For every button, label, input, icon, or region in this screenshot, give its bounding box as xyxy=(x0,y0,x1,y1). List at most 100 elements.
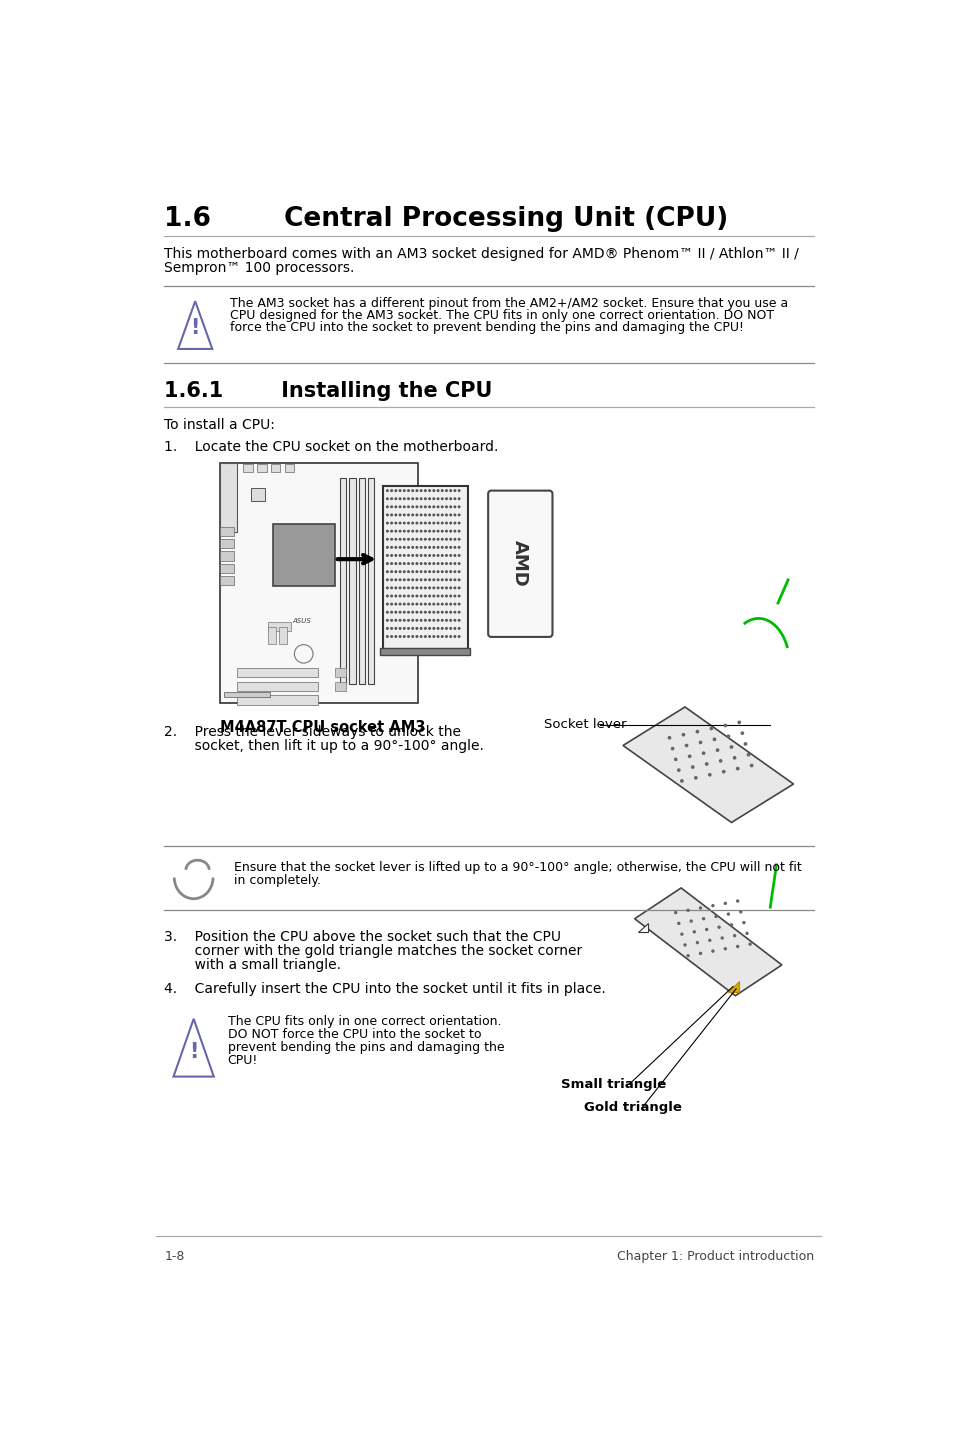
Circle shape xyxy=(395,596,396,597)
Circle shape xyxy=(433,579,435,580)
Text: 1-8: 1-8 xyxy=(164,1250,184,1263)
Circle shape xyxy=(714,915,717,918)
Circle shape xyxy=(420,603,421,604)
Circle shape xyxy=(719,760,721,762)
Circle shape xyxy=(416,530,417,531)
Circle shape xyxy=(750,765,752,766)
Circle shape xyxy=(407,547,409,548)
Circle shape xyxy=(454,627,456,629)
Circle shape xyxy=(407,596,409,597)
Circle shape xyxy=(454,636,456,637)
Circle shape xyxy=(454,514,456,516)
Circle shape xyxy=(696,942,698,944)
Circle shape xyxy=(705,928,707,931)
Circle shape xyxy=(681,733,684,736)
Circle shape xyxy=(709,727,712,730)
Circle shape xyxy=(457,505,459,507)
Text: 1.6.1        Installing the CPU: 1.6.1 Installing the CPU xyxy=(164,381,492,401)
Bar xyxy=(335,682,346,690)
Circle shape xyxy=(424,554,426,556)
Circle shape xyxy=(677,769,679,772)
Circle shape xyxy=(391,547,392,548)
Circle shape xyxy=(445,636,447,637)
Circle shape xyxy=(424,563,426,564)
Circle shape xyxy=(433,505,435,507)
Circle shape xyxy=(403,627,405,629)
Circle shape xyxy=(420,627,421,629)
Circle shape xyxy=(454,498,456,500)
Bar xyxy=(220,527,233,536)
Circle shape xyxy=(420,596,421,597)
Circle shape xyxy=(399,603,400,604)
Circle shape xyxy=(445,554,447,556)
Circle shape xyxy=(386,563,388,564)
Circle shape xyxy=(407,538,409,540)
Circle shape xyxy=(386,498,388,500)
Circle shape xyxy=(395,587,396,589)
Bar xyxy=(251,487,265,501)
Circle shape xyxy=(412,547,413,548)
Text: 1.    Locate the CPU socket on the motherboard.: 1. Locate the CPU socket on the motherbo… xyxy=(164,440,498,454)
Circle shape xyxy=(441,523,442,524)
Circle shape xyxy=(428,611,430,613)
Circle shape xyxy=(386,611,388,613)
Text: To install a CPU:: To install a CPU: xyxy=(164,418,274,432)
Circle shape xyxy=(420,547,421,548)
Circle shape xyxy=(403,498,405,500)
Text: force the CPU into the socket to prevent bending the pins and damaging the CPU!: force the CPU into the socket to prevent… xyxy=(230,321,743,334)
Circle shape xyxy=(457,620,459,621)
Circle shape xyxy=(699,906,700,909)
Circle shape xyxy=(407,523,409,524)
Circle shape xyxy=(416,611,417,613)
Circle shape xyxy=(726,914,729,915)
Circle shape xyxy=(433,523,435,524)
Circle shape xyxy=(436,538,438,540)
Text: corner with the gold triangle matches the socket corner: corner with the gold triangle matches th… xyxy=(164,944,582,958)
Circle shape xyxy=(407,530,409,531)
Circle shape xyxy=(683,944,685,947)
Bar xyxy=(220,538,233,548)
Circle shape xyxy=(428,554,430,556)
Text: Small triangle: Small triangle xyxy=(560,1078,665,1091)
Circle shape xyxy=(412,498,413,500)
Circle shape xyxy=(742,922,744,924)
Text: socket, then lift it up to a 90°-100° angle.: socket, then lift it up to a 90°-100° an… xyxy=(164,739,483,753)
Text: The CPU fits only in one correct orientation.: The CPU fits only in one correct orienta… xyxy=(228,1015,500,1028)
Circle shape xyxy=(407,579,409,580)
Circle shape xyxy=(391,514,392,516)
Circle shape xyxy=(424,596,426,597)
Text: 3.    Position the CPU above the socket such that the CPU: 3. Position the CPU above the socket suc… xyxy=(164,931,560,944)
Circle shape xyxy=(391,505,392,507)
Circle shape xyxy=(395,627,396,629)
Circle shape xyxy=(395,611,396,613)
Circle shape xyxy=(399,636,400,637)
Circle shape xyxy=(395,514,396,516)
Circle shape xyxy=(428,498,430,500)
Circle shape xyxy=(403,636,405,637)
Circle shape xyxy=(436,603,438,604)
Circle shape xyxy=(407,603,409,604)
Circle shape xyxy=(395,636,396,637)
Circle shape xyxy=(407,490,409,491)
Circle shape xyxy=(386,636,388,637)
Circle shape xyxy=(428,563,430,564)
Circle shape xyxy=(424,530,426,531)
Circle shape xyxy=(436,554,438,556)
Circle shape xyxy=(420,498,421,500)
Bar xyxy=(278,627,286,644)
Circle shape xyxy=(436,636,438,637)
Circle shape xyxy=(694,776,697,779)
Circle shape xyxy=(428,514,430,516)
Text: !: ! xyxy=(191,318,200,338)
Circle shape xyxy=(441,571,442,573)
Circle shape xyxy=(457,587,459,589)
Circle shape xyxy=(424,505,426,507)
Circle shape xyxy=(428,603,430,604)
Circle shape xyxy=(412,554,413,556)
Circle shape xyxy=(386,571,388,573)
Circle shape xyxy=(450,554,451,556)
Circle shape xyxy=(436,523,438,524)
Circle shape xyxy=(412,620,413,621)
Circle shape xyxy=(454,505,456,507)
FancyBboxPatch shape xyxy=(488,491,552,637)
